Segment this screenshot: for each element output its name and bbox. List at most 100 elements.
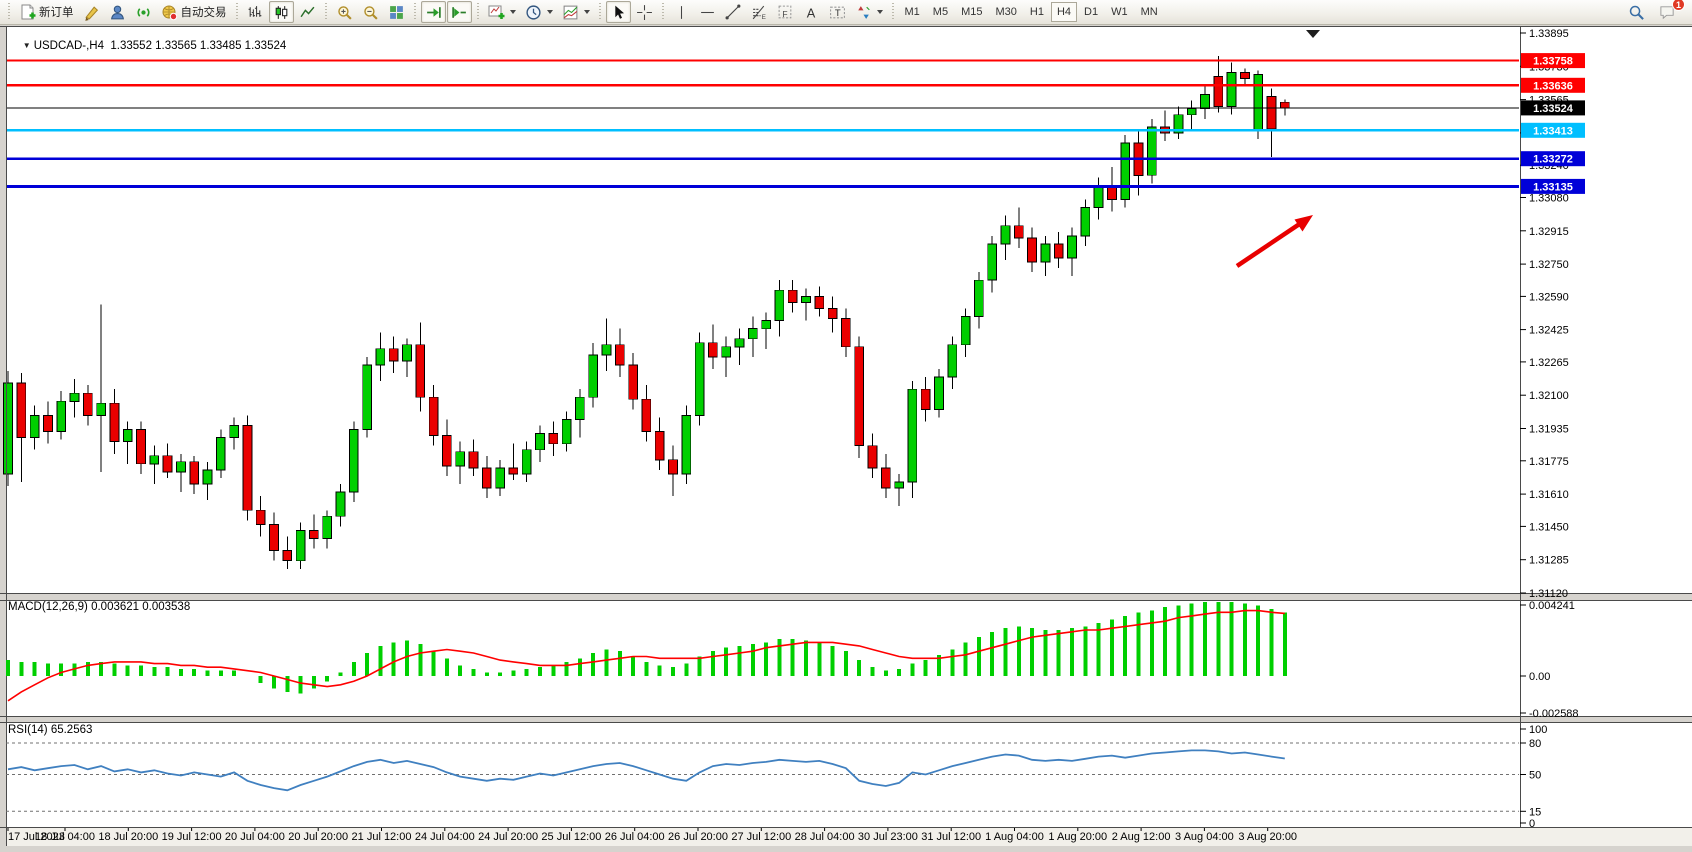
signals-button[interactable]	[131, 1, 156, 23]
price-level-labels: 1.33758 1.33636 1.33524 1.33413 1.33272 1.331…	[1521, 53, 1585, 194]
svg-text:1 Aug 04:00: 1 Aug 04:00	[985, 831, 1044, 843]
zoom-out-button[interactable]	[358, 1, 383, 23]
timeframe-h4[interactable]: H4	[1050, 2, 1077, 22]
svg-text:18 Jul 20:00: 18 Jul 20:00	[98, 831, 158, 843]
fibo-fan-icon: F	[777, 4, 794, 21]
timeframe-m5[interactable]: M5	[932, 6, 949, 18]
templates-icon	[562, 4, 579, 21]
text-label-button[interactable]: T	[825, 1, 850, 23]
metaeditor-icon	[83, 4, 100, 21]
cursor-button[interactable]	[605, 1, 631, 23]
autotrading-button[interactable]: 自动交易	[157, 1, 231, 23]
templates-button[interactable]	[558, 1, 594, 23]
timeframe-m1[interactable]: M1	[904, 6, 920, 18]
price-level-lines[interactable]	[6, 59, 1519, 188]
svg-text:18 Jul 04:00: 18 Jul 04:00	[35, 831, 95, 843]
candle-chart-button[interactable]	[268, 1, 294, 23]
chart-shift-marker[interactable]	[1306, 30, 1320, 38]
notifications-button[interactable]: 1	[1655, 0, 1685, 23]
bar-chart-button[interactable]	[243, 1, 268, 23]
svg-text:1.31450: 1.31450	[1529, 521, 1569, 533]
new-order-button[interactable]: 新订单	[15, 1, 78, 23]
svg-text:30 Jul 23:00: 30 Jul 23:00	[858, 831, 918, 843]
crosshair-button[interactable]	[632, 1, 657, 23]
autotrading-icon	[161, 4, 178, 21]
svg-text:26 Jul 04:00: 26 Jul 04:00	[605, 831, 665, 843]
svg-text:2 Aug 12:00: 2 Aug 12:00	[1112, 831, 1171, 843]
timeframe-m30[interactable]: M30	[995, 6, 1017, 18]
search-button[interactable]	[1624, 1, 1649, 23]
tile-windows-icon	[388, 4, 405, 21]
indicators-button[interactable]	[484, 1, 520, 23]
zoom-out-icon	[362, 4, 379, 21]
rsi-line	[7, 749, 1285, 792]
svg-text:1.33135: 1.33135	[1533, 181, 1573, 193]
svg-text:1.33080: 1.33080	[1529, 193, 1569, 205]
svg-text:3 Aug 20:00: 3 Aug 20:00	[1238, 831, 1297, 843]
text-icon: A	[803, 4, 820, 21]
svg-text:15: 15	[1529, 806, 1541, 818]
svg-text:1.32100: 1.32100	[1529, 390, 1569, 402]
svg-text:1.32750: 1.32750	[1529, 259, 1569, 271]
vertical-line-icon	[673, 4, 690, 21]
arrows-button[interactable]	[851, 1, 887, 23]
timeframe-w1[interactable]: W1	[1111, 6, 1128, 18]
trend-arrow-annotation[interactable]	[1235, 215, 1313, 268]
svg-text:1.33524: 1.33524	[1533, 103, 1574, 115]
auto-scroll-button[interactable]	[420, 1, 446, 23]
timeframe-h1[interactable]: H1	[1029, 6, 1044, 18]
text-button[interactable]: A	[799, 1, 824, 23]
svg-text:27 Jul 12:00: 27 Jul 12:00	[731, 831, 791, 843]
chevron-down-icon	[509, 10, 516, 14]
svg-text:1.33895: 1.33895	[1529, 28, 1569, 40]
horizontal-line-button[interactable]	[695, 1, 720, 23]
fibo-fan-button[interactable]: F	[773, 1, 798, 23]
svg-text:100: 100	[1529, 724, 1547, 736]
trendline-button[interactable]	[721, 1, 746, 23]
periods-button[interactable]	[521, 1, 557, 23]
toolbar-main-groups: 新订单 自动交易 E F A T M1 M5 M15 M30 H1 H4 D1 W1 MN	[4, 1, 1164, 23]
fibonacci-icon: E	[751, 4, 768, 21]
chart-shift-icon	[451, 4, 468, 21]
svg-text:20 Jul 20:00: 20 Jul 20:00	[288, 831, 348, 843]
chart-title-ohlc: 1.33552 1.33565 1.33485 1.33524	[110, 40, 287, 52]
toolbar-grip	[659, 3, 666, 21]
svg-text:F: F	[782, 8, 787, 18]
timeframe-mn[interactable]: MN	[1140, 6, 1158, 18]
svg-text:1.31775: 1.31775	[1529, 456, 1569, 468]
signals-icon	[135, 4, 152, 21]
svg-text:31 Jul 12:00: 31 Jul 12:00	[921, 831, 981, 843]
toolbar: 新订单 自动交易 E F A T M1 M5 M15 M30 H1 H4 D1 W1 MN 1	[0, 0, 1692, 25]
macd-histogram	[6, 602, 1287, 694]
timeframe-d1[interactable]: D1	[1084, 6, 1099, 18]
chart-dropdown-icon[interactable]: ▼	[22, 41, 31, 50]
fibonacci-button[interactable]: E	[747, 1, 772, 23]
line-chart-button[interactable]	[295, 1, 320, 23]
timeframe-m15[interactable]: M15	[961, 6, 983, 18]
chart-title: ▼ USDCAD-,H4 1.33552 1.33565 1.33485 1.33…	[10, 28, 286, 64]
candle-chart-icon	[273, 4, 290, 21]
toolbar-grip	[411, 3, 418, 21]
macd-axis: 0.004241 0.00 -0.002588	[1520, 600, 1579, 720]
metaeditor-button[interactable]	[79, 1, 104, 23]
svg-text:1.31935: 1.31935	[1529, 424, 1569, 436]
svg-text:20 Jul 04:00: 20 Jul 04:00	[225, 831, 285, 843]
trendline-icon	[725, 4, 742, 21]
vertical-line-button[interactable]	[669, 1, 694, 23]
notification-badge: 1	[1672, 0, 1685, 11]
svg-text:1.32265: 1.32265	[1529, 357, 1569, 369]
zoom-in-button[interactable]	[332, 1, 357, 23]
chart-title-symbol: USDCAD-,H4	[33, 40, 104, 52]
tile-windows-button[interactable]	[384, 1, 409, 23]
chart-shift-button[interactable]	[446, 1, 472, 23]
profile-button[interactable]	[105, 1, 130, 23]
toolbar-grip	[233, 3, 240, 21]
profile-icon	[109, 4, 126, 21]
svg-text:24 Jul 04:00: 24 Jul 04:00	[415, 831, 475, 843]
text-label-icon: T	[829, 4, 846, 21]
svg-text:1.33636: 1.33636	[1533, 80, 1573, 92]
svg-text:1.32425: 1.32425	[1529, 325, 1569, 337]
toolbar-grip	[889, 3, 896, 21]
